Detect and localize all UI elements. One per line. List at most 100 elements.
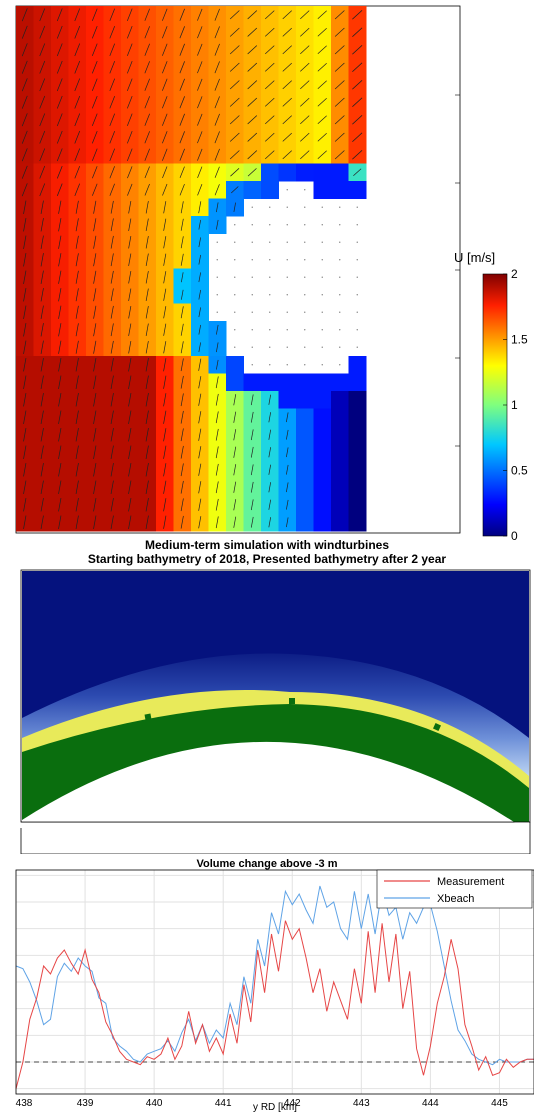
velocity-arrow: [144, 96, 150, 109]
velocity-cell: [331, 426, 349, 444]
colorbar-tick-label: 0.5: [511, 464, 528, 478]
velocity-arrow: [21, 183, 28, 197]
grid-dot: [304, 224, 306, 226]
velocity-arrow: [39, 95, 46, 109]
velocity-arrow: [198, 324, 201, 335]
velocity-arrow: [110, 305, 114, 319]
grid-dot: [269, 346, 271, 348]
chart-title: Volume change above -3 m: [196, 858, 338, 870]
velocity-arrow: [180, 341, 184, 354]
velocity-arrow: [216, 342, 219, 353]
grid-dot: [286, 346, 288, 348]
velocity-arrow: [179, 43, 185, 56]
x-tick-label: 439: [77, 1098, 94, 1109]
flow-axis-ticks: [455, 94, 460, 447]
velocity-arrow: [334, 132, 345, 142]
velocity-arrow: [40, 270, 44, 284]
velocity-arrow: [282, 97, 292, 107]
velocity-cell: [313, 93, 332, 112]
grid-dot: [321, 276, 323, 278]
velocity-arrow: [145, 236, 149, 249]
velocity-arrow: [23, 357, 27, 372]
velocity-arrow: [39, 78, 46, 92]
velocity-arrow: [93, 445, 97, 460]
velocity-cell: [313, 478, 332, 497]
grid-dot: [286, 259, 288, 261]
velocity-arrow: [163, 498, 167, 512]
velocity-arrow: [300, 150, 310, 160]
velocity-cell: [331, 478, 349, 497]
velocity-arrow: [352, 80, 363, 90]
velocity-cell: [331, 461, 349, 479]
velocity-cell: [296, 496, 314, 514]
velocity-cell: [261, 373, 279, 392]
velocity-arrow: [198, 446, 202, 459]
velocity-arrow: [39, 183, 46, 197]
velocity-arrow: [229, 80, 240, 90]
velocity-arrow: [40, 340, 44, 354]
velocity-arrow: [247, 97, 258, 107]
velocity-arrow: [39, 130, 46, 144]
grid-dot: [321, 259, 323, 261]
grid-dot: [269, 364, 271, 366]
velocity-arrow: [180, 201, 184, 214]
velocity-arrow: [264, 132, 275, 142]
velocity-arrow: [93, 218, 97, 232]
velocity-cell: [348, 461, 367, 479]
velocity-arrow: [233, 429, 237, 441]
velocity-arrow: [58, 235, 62, 249]
velocity-arrow: [214, 166, 220, 178]
grid-dot: [304, 189, 306, 191]
velocity-cell: [313, 6, 332, 24]
velocity-arrow: [58, 497, 62, 512]
velocity-arrow: [317, 45, 327, 55]
velocity-cell: [296, 58, 314, 77]
velocity-cell: [261, 41, 279, 59]
velocity-arrow: [74, 183, 81, 196]
velocity-arrow: [75, 375, 79, 390]
velocity-arrow: [163, 358, 167, 372]
velocity-cell: [331, 146, 349, 164]
velocity-arrow: [21, 43, 28, 57]
velocity-cell: [296, 513, 314, 532]
velocity-cell: [243, 41, 262, 59]
velocity-arrow: [144, 78, 150, 91]
velocity-cell: [296, 41, 314, 59]
velocity-cell: [348, 163, 367, 182]
velocity-arrow: [197, 148, 203, 161]
velocity-arrow: [21, 113, 28, 127]
velocity-arrow: [58, 323, 62, 337]
grid-dot: [321, 311, 323, 313]
velocity-arrow: [93, 340, 97, 354]
grid-dot: [251, 311, 253, 313]
velocity-arrow: [40, 323, 44, 337]
velocity-cell: [348, 496, 367, 514]
velocity-arrow: [282, 62, 292, 72]
velocity-cell: [296, 76, 314, 94]
grid-dot: [356, 276, 358, 278]
velocity-cell: [278, 23, 297, 42]
velocity-arrow: [250, 429, 254, 441]
velocity-arrow: [264, 150, 275, 160]
x-tick-label: 443: [353, 1098, 370, 1109]
velocity-arrow: [75, 445, 79, 460]
velocity-arrow: [163, 288, 167, 301]
velocity-arrow: [286, 412, 289, 423]
velocity-cell: [296, 373, 314, 392]
flow-velocity-map: U [m/s] 0 0.5 1 1.5 2: [15, 5, 528, 543]
x-tick-label: 438: [16, 1098, 33, 1109]
bathymetry-title-line1: Medium-term simulation with windturbines: [144, 538, 389, 552]
velocity-cell: [313, 23, 332, 42]
velocity-arrow: [334, 27, 345, 37]
grid-dot: [286, 189, 288, 191]
x-tick-label: 441: [215, 1098, 232, 1109]
velocity-arrow: [93, 462, 97, 477]
velocity-arrow: [144, 148, 150, 161]
velocity-arrow: [145, 480, 149, 495]
velocity-arrow: [109, 95, 116, 109]
velocity-arrow: [127, 166, 133, 179]
velocity-arrow: [233, 516, 237, 528]
velocity-arrow: [93, 410, 97, 425]
grid-dot: [339, 276, 341, 278]
velocity-arrow: [233, 202, 236, 213]
